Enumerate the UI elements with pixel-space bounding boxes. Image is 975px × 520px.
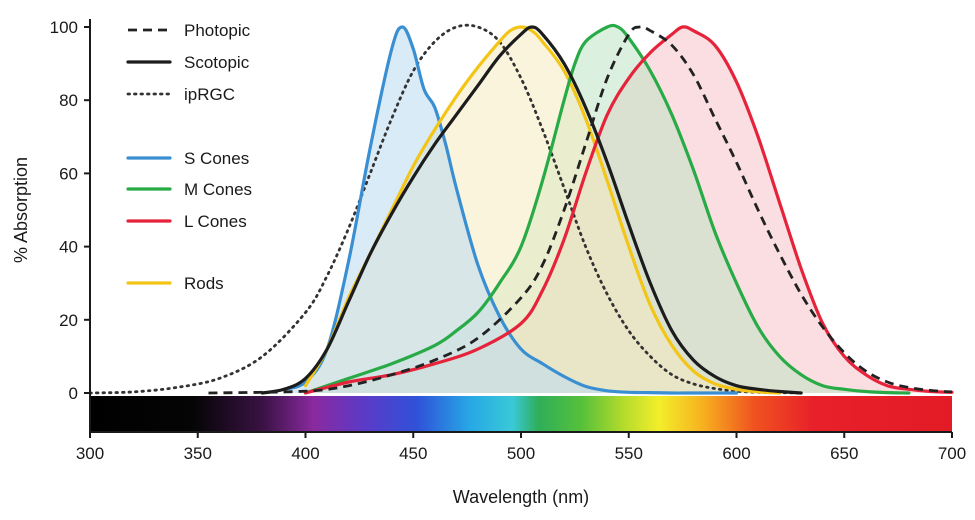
legend-label-l-cones: L Cones — [184, 212, 247, 231]
series-line-scotopic — [260, 25, 803, 395]
x-tick-label: 450 — [399, 444, 427, 463]
legend-label-scotopic: Scotopic — [184, 53, 250, 72]
legend-label-s-cones: S Cones — [184, 149, 249, 168]
y-axis-title: % Absorption — [11, 157, 31, 263]
spectrum-gradient — [90, 396, 952, 432]
x-tick-label: 350 — [184, 444, 212, 463]
x-tick-label: 650 — [830, 444, 858, 463]
series-line-rods — [303, 25, 782, 395]
visible-spectrum-bar — [90, 396, 952, 432]
x-axis-title: Wavelength (nm) — [453, 487, 589, 507]
y-tick-label: 0 — [69, 384, 78, 403]
y-tick-label: 80 — [59, 91, 78, 110]
axes: 0 20 40 60 80 100 300 350 400 450 500 550 600 650 700 W… — [11, 18, 966, 507]
legend-label-rods: Rods — [184, 274, 224, 293]
legend-label-m-cones: M Cones — [184, 180, 252, 199]
y-tick-label: 40 — [59, 238, 78, 257]
x-tick-label: 700 — [938, 444, 966, 463]
y-tick-label: 20 — [59, 311, 78, 330]
x-tick-label: 500 — [507, 444, 535, 463]
legend: Photopic Scotopic ipRGC S Cones M Cones L Con… — [126, 21, 252, 293]
series-line-m-cones — [303, 23, 911, 395]
area-s-cones — [284, 27, 737, 394]
x-tick-label: 300 — [76, 444, 104, 463]
x-tick-label: 400 — [291, 444, 319, 463]
x-tick-label: 600 — [722, 444, 750, 463]
plot-area — [88, 23, 954, 395]
series-line-s-cones — [282, 25, 739, 395]
y-tick-label: 60 — [59, 164, 78, 183]
x-tick-label: 550 — [615, 444, 643, 463]
legend-label-iprgc: ipRGC — [184, 85, 235, 104]
y-tick-label: 100 — [50, 18, 78, 37]
legend-label-photopic: Photopic — [184, 21, 251, 40]
series-line-photopic — [208, 25, 953, 395]
series-line-l-cones — [303, 25, 954, 395]
